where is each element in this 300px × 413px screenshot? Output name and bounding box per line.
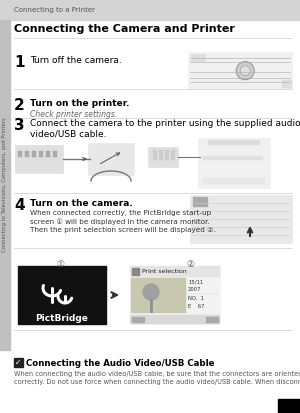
Bar [18, 266, 106, 324]
Bar [0, 20, 10, 350]
Text: When connected correctly, the PictBridge start-up
screen ① will be displayed in : When connected correctly, the PictBridge… [30, 210, 216, 233]
Circle shape [240, 66, 250, 76]
Bar [203, 156, 263, 160]
Bar [32, 151, 36, 157]
Circle shape [143, 284, 159, 300]
Bar [148, 147, 178, 167]
Text: When connecting the audio video/USB cable, be sure that the connectors are orien: When connecting the audio video/USB cabl… [14, 371, 300, 377]
Bar [88, 143, 134, 175]
Circle shape [236, 62, 254, 80]
Bar [14, 358, 23, 367]
Bar [193, 197, 197, 201]
Bar [198, 197, 202, 201]
Bar [198, 202, 202, 206]
Bar [132, 268, 139, 275]
Bar [203, 197, 207, 201]
Bar [46, 151, 50, 157]
Bar [130, 266, 220, 277]
Text: 2: 2 [14, 98, 25, 113]
Text: Print selection: Print selection [142, 269, 187, 274]
Bar [171, 150, 175, 160]
Bar [130, 315, 220, 324]
Bar [278, 399, 300, 413]
Bar [15, 145, 63, 173]
Bar [206, 317, 218, 322]
Text: Connecting the Camera and Printer: Connecting the Camera and Printer [14, 24, 235, 34]
Text: Turn off the camera.: Turn off the camera. [30, 56, 122, 65]
Text: NO.  1: NO. 1 [188, 296, 204, 301]
Text: Connecting to a Printer: Connecting to a Printer [14, 7, 95, 13]
Bar [191, 54, 205, 61]
Text: Turn on the printer.: Turn on the printer. [30, 99, 129, 108]
Bar [190, 195, 292, 243]
Text: ✓: ✓ [15, 358, 21, 367]
Text: Connect the camera to the printer using the supplied audio
video/USB cable.: Connect the camera to the printer using … [30, 119, 300, 138]
Bar [153, 150, 157, 160]
Text: 3: 3 [14, 118, 25, 133]
Bar [159, 150, 163, 160]
Text: 2007: 2007 [188, 287, 202, 292]
Bar [208, 140, 260, 145]
Text: 15/11: 15/11 [188, 280, 203, 285]
Bar [132, 317, 144, 322]
Text: Connecting the Audio Video/USB Cable: Connecting the Audio Video/USB Cable [26, 359, 214, 368]
Text: 4: 4 [14, 198, 25, 213]
Bar [39, 151, 43, 157]
Text: correctly. Do not use force when connecting the audio video/USB cable. When disc: correctly. Do not use force when connect… [14, 379, 300, 385]
Bar [165, 150, 169, 160]
Bar [203, 178, 265, 184]
Text: E    67: E 67 [188, 304, 205, 309]
Text: Check printer settings.: Check printer settings. [30, 110, 117, 119]
Bar [193, 202, 197, 206]
Bar [131, 278, 186, 313]
Bar [53, 151, 57, 157]
Bar [188, 52, 292, 88]
Bar [0, 0, 300, 20]
Text: PictBridge: PictBridge [36, 314, 88, 323]
Bar [203, 202, 207, 206]
Bar [18, 151, 22, 157]
Bar [25, 151, 29, 157]
Text: Turn on the camera.: Turn on the camera. [30, 199, 133, 208]
Bar [282, 80, 292, 88]
Text: Connecting to Televisions, Computers, and Printers: Connecting to Televisions, Computers, an… [2, 118, 8, 252]
Text: ②: ② [186, 260, 194, 269]
Text: ①: ① [56, 260, 64, 269]
Bar [198, 138, 270, 188]
Text: 1: 1 [14, 55, 25, 70]
Bar [130, 266, 220, 324]
